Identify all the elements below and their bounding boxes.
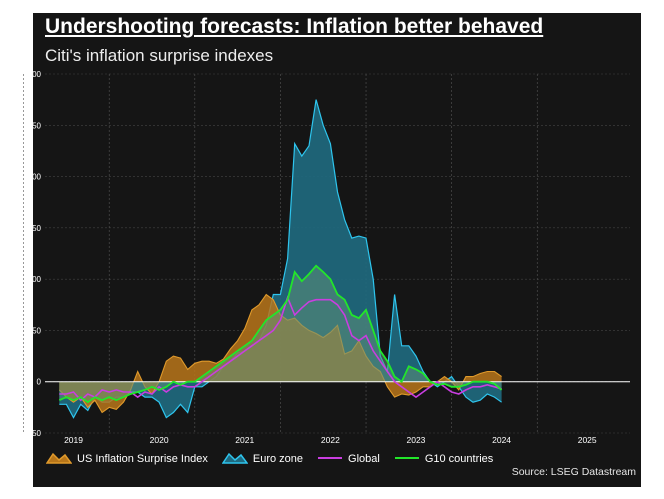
chart-subtitle: Citi's inflation surprise indexes: [45, 46, 274, 65]
x-tick-label: 2019: [64, 435, 83, 445]
source-note: Source: LSEG Datastream: [511, 466, 636, 478]
legend-item-euro: Euro zone: [221, 452, 304, 467]
legend-label-euro: Euro zone: [252, 453, 304, 465]
g10-line-swatch-icon: [394, 452, 420, 467]
global-line-swatch-icon: [317, 452, 343, 467]
x-tick-label: 2023: [407, 435, 426, 445]
y-tick-label: 50: [32, 326, 41, 335]
y-tick-label: 300: [28, 70, 42, 79]
legend-item-global: Global: [317, 452, 380, 467]
legend-label-global: Global: [348, 453, 380, 465]
legend-item-us: US Inflation Surprise Index: [45, 452, 208, 467]
x-tick-label: 2021: [235, 435, 254, 445]
x-tick-label: 2024: [492, 435, 511, 445]
y-tick-label: 250: [28, 121, 42, 130]
legend-item-g10: G10 countries: [394, 452, 493, 467]
y-tick-label: 200: [28, 173, 42, 182]
legend-label-us: US Inflation Surprise Index: [77, 453, 208, 465]
legend-label-g10: G10 countries: [424, 453, 494, 465]
x-tick-label: 2025: [578, 435, 597, 445]
x-tick-label: 2022: [321, 435, 340, 445]
g10-area: [59, 265, 502, 403]
euro-area-swatch-icon: [221, 452, 249, 467]
chart-title: Undershooting forecasts: Inflation bette…: [45, 15, 544, 38]
x-tick-label: 2020: [150, 435, 169, 445]
y-tick-label: 100: [28, 275, 42, 284]
y-tick-label: 0: [37, 378, 42, 387]
y-tick-label: -50: [29, 429, 41, 438]
us-area-swatch-icon: [45, 452, 73, 467]
y-tick-label: 150: [28, 224, 42, 233]
g10-line: [58, 264, 503, 404]
legend: US Inflation Surprise Index Euro zone Gl…: [45, 451, 493, 467]
